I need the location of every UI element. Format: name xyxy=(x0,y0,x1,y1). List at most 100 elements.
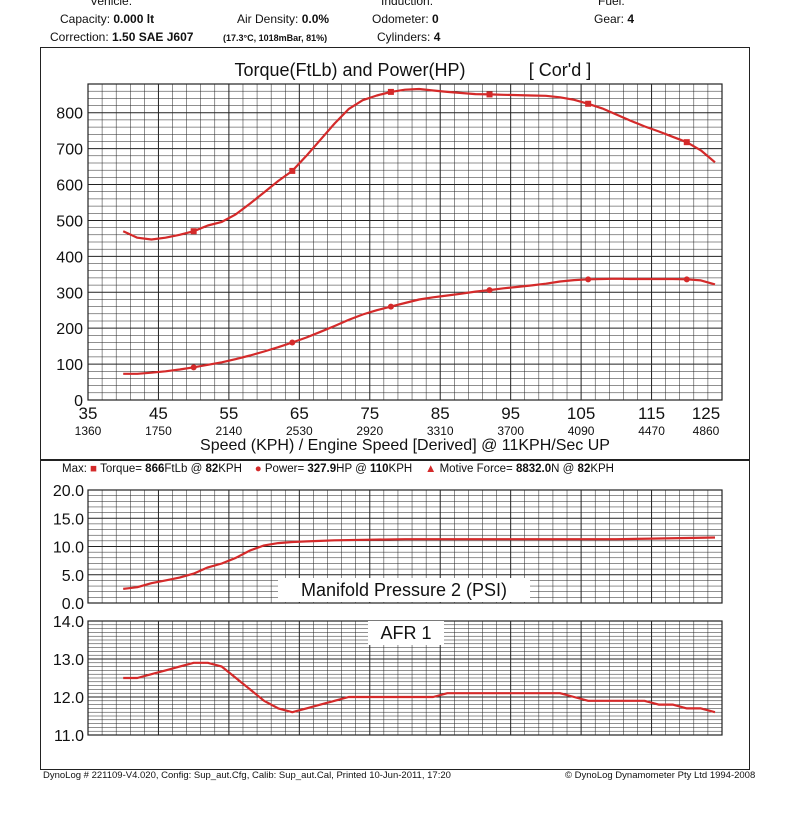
rpm-tick-label: 2920 xyxy=(356,424,383,438)
max-label: Max: xyxy=(62,463,87,475)
vehicle-label: Vehicle: xyxy=(90,0,133,8)
torque-kph: KPH xyxy=(218,463,242,475)
x-tick-label: 35 xyxy=(79,404,98,423)
correction-label: Correction: xyxy=(50,30,109,44)
torque-max-value: 866 xyxy=(145,463,165,475)
y-tick-label: 800 xyxy=(56,106,83,123)
force-max-speed: 82 xyxy=(577,463,591,475)
y-tick-label: 500 xyxy=(56,213,83,230)
rpm-tick-label: 4090 xyxy=(568,424,595,438)
power-marker xyxy=(387,303,394,310)
footer-copyright: © DynoLog Dynamometer Pty Ltd 1994-2008 xyxy=(565,770,756,781)
power-marker xyxy=(585,276,592,283)
y-tick-label: 400 xyxy=(56,249,83,266)
conditions-text: (17.3°C, 1018mBar, 81%) xyxy=(223,33,328,43)
manifold-title-bg xyxy=(278,578,530,602)
power-marker xyxy=(190,364,197,371)
y-tick-label: 15.0 xyxy=(53,511,84,528)
rpm-tick-label: 3700 xyxy=(497,424,524,438)
plot-grid xyxy=(87,489,723,604)
power-line xyxy=(123,277,716,375)
cylinders-label: Cylinders: xyxy=(377,30,431,44)
force-max-value: 8832.0 xyxy=(515,463,552,475)
rpm-tick-label: 3310 xyxy=(427,424,454,438)
torque-marker xyxy=(190,228,197,235)
y-tick-label: 200 xyxy=(56,321,83,338)
x-axis-label: Speed (KPH) / Engine Speed [Derived] @ 1… xyxy=(200,437,610,454)
x-tick-label: 115 xyxy=(638,404,665,423)
manifold-pressure-line xyxy=(123,536,716,590)
y-tick-label: 5.0 xyxy=(62,568,84,585)
torque-max-speed: 82 xyxy=(205,463,219,475)
afr-line xyxy=(123,661,716,714)
cylinders-row: Cylinders: 4 xyxy=(377,30,440,44)
torque-max-text: Torque= xyxy=(100,463,142,475)
cylinders-value: 4 xyxy=(433,30,441,44)
correction-value: 1.50 SAE J607 xyxy=(112,30,194,44)
force-triangle-icon: ▲ xyxy=(424,463,437,475)
torque-marker xyxy=(289,167,296,174)
rpm-tick-label: 1360 xyxy=(75,424,102,438)
x-tick-label: 55 xyxy=(219,404,238,423)
power-max-speed: 110 xyxy=(369,463,389,475)
y-tick-label: 0 xyxy=(74,393,83,410)
power-kph: KPH xyxy=(388,463,413,475)
air-density-value: 0.0% xyxy=(301,12,330,26)
power-marker xyxy=(683,276,690,283)
afr-title-bg xyxy=(368,621,444,645)
power-marker xyxy=(289,339,296,346)
afr-title: AFR 1 xyxy=(380,623,431,643)
plot-border xyxy=(87,489,723,604)
y-tick-label: 11.0 xyxy=(54,728,84,745)
capacity-row: Capacity: 0.000 lt xyxy=(60,12,154,26)
torque-marker xyxy=(683,139,690,146)
torque-marker xyxy=(387,88,394,95)
gear-label: Gear: xyxy=(594,12,625,26)
induction-label: Induction: xyxy=(381,0,434,8)
force-kph: KPH xyxy=(590,463,614,475)
power-max-unit: HP @ xyxy=(336,463,367,475)
y-tick-label: 12.0 xyxy=(53,690,84,707)
odometer-row: Odometer: 0 xyxy=(372,12,439,26)
plot-grid xyxy=(87,83,723,401)
torque-max-unit: FtLb @ xyxy=(164,463,203,475)
plot-grid xyxy=(87,620,723,736)
y-tick-label: 13.0 xyxy=(53,652,84,669)
x-tick-label: 65 xyxy=(290,404,309,423)
y-tick-label: 20.0 xyxy=(53,483,84,500)
correction-row: Correction: 1.50 SAE J607 xyxy=(50,30,193,44)
x-tick-label: 75 xyxy=(360,404,379,423)
capacity-value: 0.000 lt xyxy=(113,12,155,26)
manifold-title: Manifold Pressure 2 (PSI) xyxy=(301,580,507,600)
rpm-tick-label: 4470 xyxy=(638,424,665,438)
x-tick-label: 85 xyxy=(431,404,450,423)
force-max-unit: N @ xyxy=(551,463,575,475)
torque-line xyxy=(122,87,716,241)
max-line: Max: ■ Torque= 866FtLb @ 82KPH ● Power= … xyxy=(62,463,614,475)
rpm-tick-label: 2140 xyxy=(216,424,243,438)
x-tick-label: 45 xyxy=(149,404,168,423)
x-tick-label: 125 xyxy=(692,404,720,423)
y-tick-label: 600 xyxy=(56,178,83,195)
power-max-value: 327.9 xyxy=(307,463,337,475)
footer-info: DynoLog # 221109-V4.020, Config: Sup_aut… xyxy=(43,770,451,781)
gear-row: Gear: 4 xyxy=(594,12,634,26)
power-dot-icon: ● xyxy=(254,463,262,475)
rpm-tick-label: 1750 xyxy=(145,424,172,438)
chart-title-suffix: [ Cor'd ] xyxy=(529,60,591,80)
chart-title: Torque(FtLb) and Power(HP) xyxy=(234,60,465,80)
torque-power-panel xyxy=(40,47,750,461)
capacity-label: Capacity: xyxy=(60,12,111,26)
odometer-value: 0 xyxy=(432,12,439,26)
y-tick-label: 0.0 xyxy=(62,596,84,613)
odometer-label: Odometer: xyxy=(372,12,429,26)
power-marker xyxy=(486,287,493,294)
gear-value: 4 xyxy=(627,12,635,26)
x-tick-label: 105 xyxy=(567,404,595,423)
y-tick-label: 10.0 xyxy=(53,540,84,557)
x-tick-label: 95 xyxy=(501,404,520,423)
force-max-text: Motive Force= xyxy=(439,463,513,475)
torque-marker xyxy=(585,100,592,107)
